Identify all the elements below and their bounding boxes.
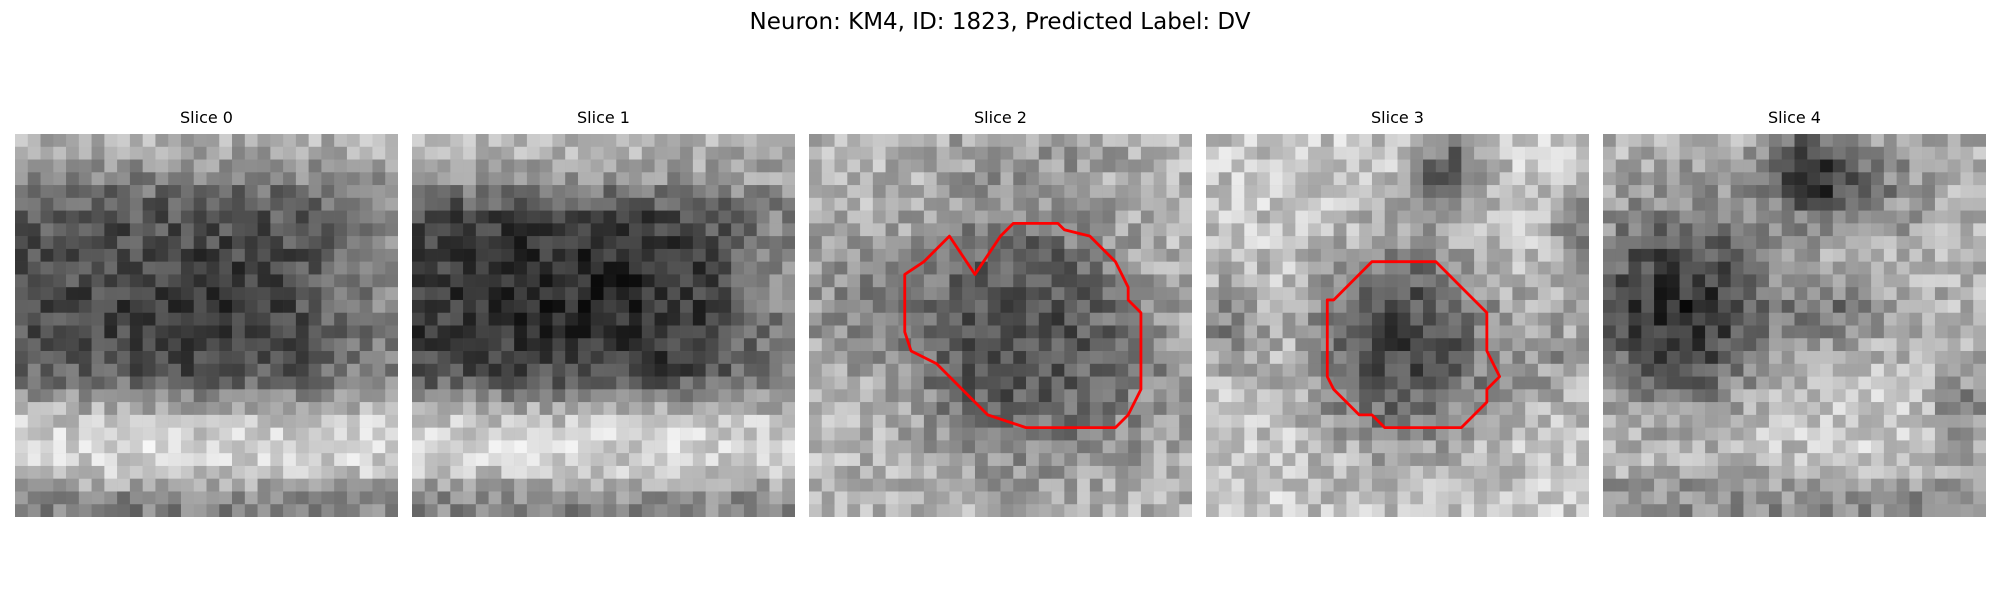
slice-pixels	[1603, 134, 1986, 517]
slice-title: Slice 1	[577, 108, 630, 127]
figure-title: Neuron: KM4, ID: 1823, Predicted Label: …	[749, 9, 1251, 35]
segmentation-contour	[1325, 260, 1502, 430]
slice-panel-2: Slice 2	[809, 108, 1192, 517]
slice-image	[809, 134, 1192, 517]
slice-title: Slice 2	[974, 108, 1027, 127]
slice-title: Slice 4	[1768, 108, 1821, 127]
slice-image	[1206, 134, 1589, 517]
slice-panel-4: Slice 4	[1603, 108, 1986, 517]
slice-image	[412, 134, 795, 517]
slice-pixels	[15, 134, 398, 517]
slice-title: Slice 3	[1371, 108, 1424, 127]
slice-title: Slice 0	[180, 108, 233, 127]
slice-pixels	[809, 134, 1192, 517]
slice-panel-0: Slice 0	[15, 108, 398, 517]
slice-pixels	[412, 134, 795, 517]
slice-image	[1603, 134, 1986, 517]
slice-image	[15, 134, 398, 517]
segmentation-contour	[903, 221, 1143, 430]
slice-panel-3: Slice 3	[1206, 108, 1589, 517]
slice-pixels	[1206, 134, 1589, 517]
slice-panel-1: Slice 1	[412, 108, 795, 517]
